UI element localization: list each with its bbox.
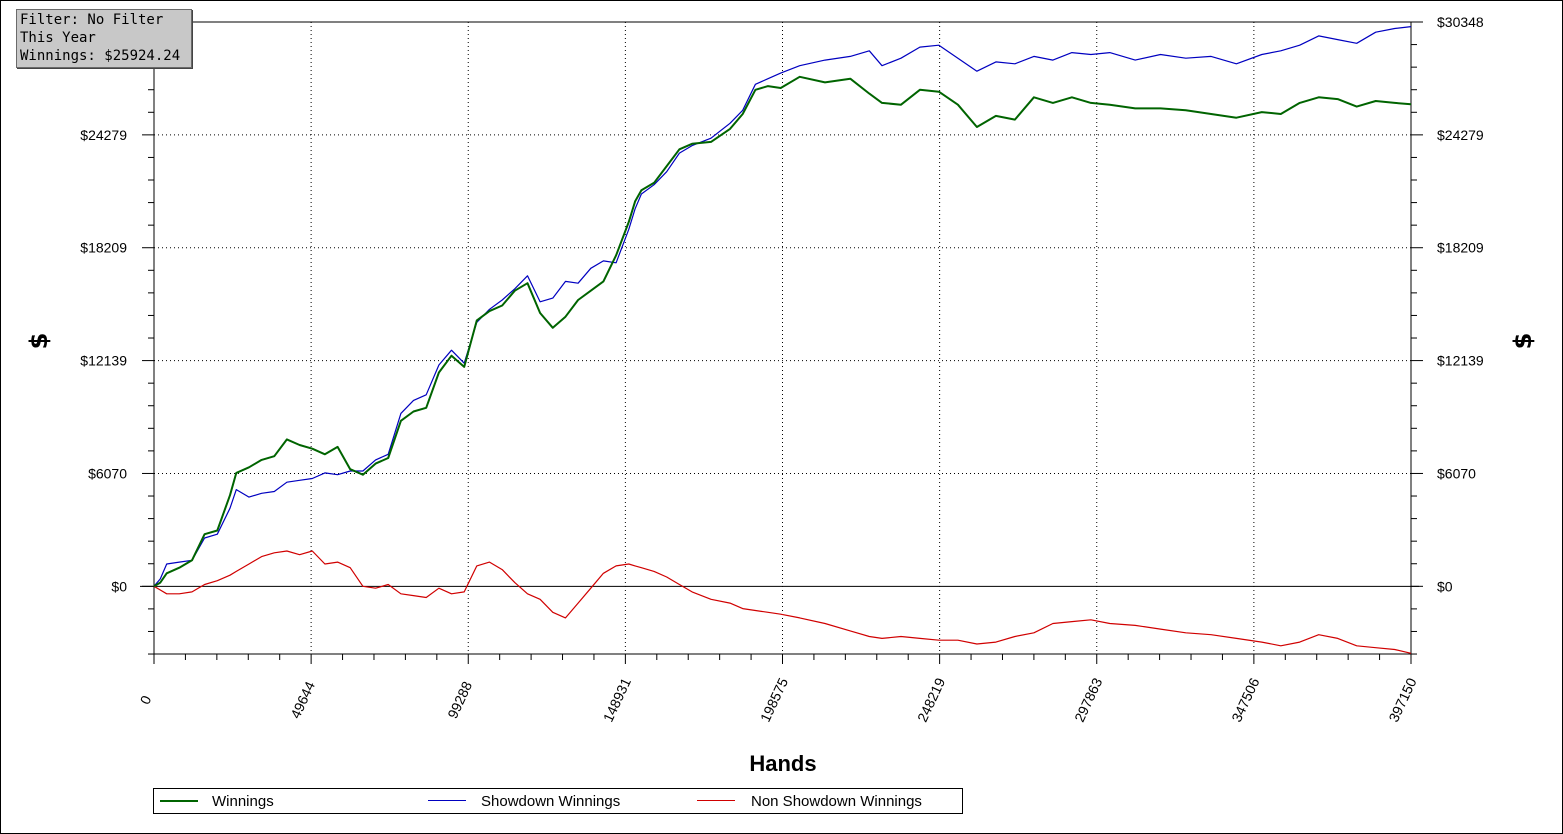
series-line-showdown-winnings [153,26,1412,587]
tick-labels: 0 49644 99288 148931 198575 248219 297863 34750… [80,14,1484,724]
chart-legend: Winnings Showdown Winnings Non Showdown … [153,788,963,814]
x-tick-label: 198575 [757,675,791,724]
y-tick-label-left: $24279 [80,127,127,143]
y-tick-label-right: $18209 [1437,240,1484,256]
x-tick-label: 297863 [1071,675,1105,724]
y-tick-label-left: $18209 [80,240,127,256]
legend-label-showdown: Showdown Winnings [481,793,621,810]
y-tick-label-left: $12139 [80,353,127,369]
x-tick-label: 49644 [287,679,318,721]
series-line-winnings [153,75,1412,588]
plot-area [153,21,1412,655]
y-tick-label-right: $6070 [1437,465,1476,481]
series-line-non-showdown-winnings [153,550,1412,654]
axis-ticks [142,21,1423,664]
y-tick-label-left: $0 [111,578,127,594]
x-tick-label: 248219 [914,675,948,724]
x-tick-label: 99288 [444,679,475,721]
period-label: This Year [20,30,96,46]
legend-label-winnings: Winnings [212,793,274,810]
y-tick-label-right: $12139 [1437,353,1484,369]
y-tick-label-right: $30348 [1437,14,1484,30]
legend-swatch-showdown [428,800,466,801]
y-axis-label-right: $ [1509,333,1537,350]
legend-label-non-showdown: Non Showdown Winnings [751,793,922,810]
legend-swatch-winnings [160,800,198,802]
filter-label: Filter: No Filter [20,12,164,28]
winnings-total: Winnings: $25924.24 [20,48,181,64]
x-tick-label: 347506 [1228,675,1262,724]
x-tick-label: 0 [137,693,155,707]
y-tick-label-left: $6070 [88,465,127,481]
x-tick-label: 397150 [1385,675,1419,724]
x-tick-label: 148931 [600,675,634,724]
y-tick-label-right: $24279 [1437,127,1484,143]
filter-info-box: Filter: No Filter This Year Winnings: $2… [16,9,192,68]
y-tick-label-right: $0 [1437,578,1453,594]
gridlines [154,22,1411,654]
y-axis-label-left: $ [25,333,53,350]
x-axis-label: Hands [749,751,816,776]
series-lines [153,26,1412,654]
legend-swatch-non-showdown [697,800,735,801]
